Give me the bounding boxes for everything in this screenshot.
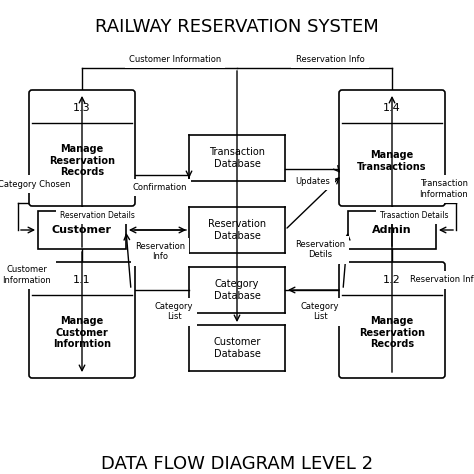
Text: 1.4: 1.4 [383, 103, 401, 113]
Text: Trasaction Details: Trasaction Details [380, 211, 448, 220]
Text: Manage
Reservation
Records: Manage Reservation Records [49, 144, 115, 177]
Text: 1.3: 1.3 [73, 103, 91, 113]
Text: 1.1: 1.1 [73, 275, 91, 285]
Text: Customer Information: Customer Information [129, 55, 221, 64]
Text: Reservation
Info: Reservation Info [135, 242, 185, 261]
FancyBboxPatch shape [29, 262, 135, 378]
Text: Manage
Customer
Informtion: Manage Customer Informtion [53, 316, 111, 349]
Text: Admin: Admin [372, 225, 412, 235]
Text: Reservation Info: Reservation Info [410, 275, 474, 284]
Text: Transaction
Database: Transaction Database [209, 147, 265, 169]
Text: DATA FLOW DIAGRAM LEVEL 2: DATA FLOW DIAGRAM LEVEL 2 [101, 455, 373, 473]
Text: Category
List: Category List [155, 302, 193, 321]
FancyBboxPatch shape [339, 262, 445, 378]
Text: Category Chosen: Category Chosen [0, 180, 70, 189]
Text: Customer: Customer [52, 225, 112, 235]
FancyBboxPatch shape [339, 90, 445, 206]
Text: Customer
Database: Customer Database [213, 337, 261, 359]
Bar [38, 211, 126, 249]
Text: Reservation
Database: Reservation Database [208, 219, 266, 241]
Text: Category
Database: Category Database [214, 279, 260, 301]
Text: Updates: Updates [296, 177, 330, 186]
FancyBboxPatch shape [29, 90, 135, 206]
Text: Transaction
Information: Transaction Information [419, 179, 468, 199]
Text: Manage
Transactions: Manage Transactions [357, 150, 427, 172]
Text: Reservation Details: Reservation Details [60, 211, 135, 220]
Text: Manage
Reservation
Records: Manage Reservation Records [359, 316, 425, 349]
Text: Confirmation: Confirmation [133, 183, 187, 192]
Text: Category
List: Category List [301, 302, 339, 321]
Text: 1.2: 1.2 [383, 275, 401, 285]
Text: Reservation
Detils: Reservation Detils [295, 240, 345, 259]
Text: RAILWAY RESERVATION SYSTEM: RAILWAY RESERVATION SYSTEM [95, 18, 379, 36]
Text: Customer
Information: Customer Information [3, 265, 51, 285]
Text: Reservation Info: Reservation Info [296, 55, 365, 64]
Bar [348, 211, 436, 249]
